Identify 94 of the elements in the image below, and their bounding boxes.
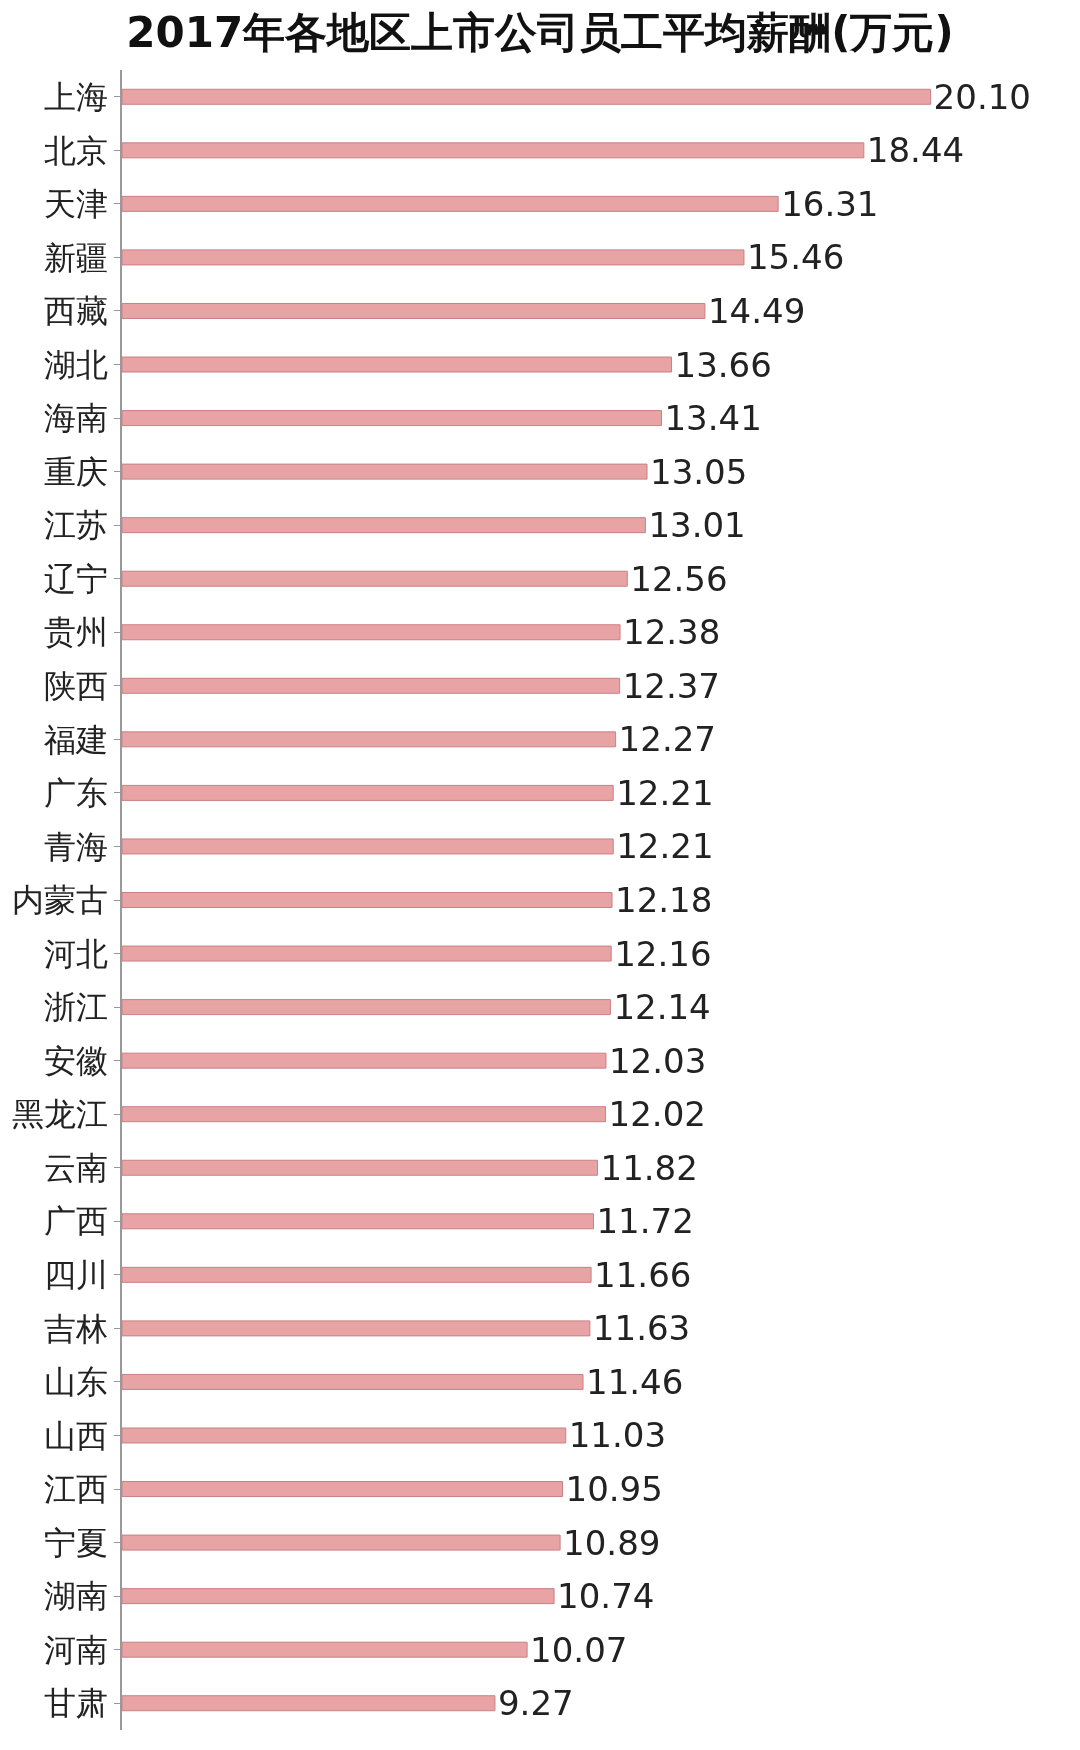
- y-tick-label: 北京: [43, 131, 108, 170]
- y-tick-label: 吉林: [43, 1309, 108, 1348]
- y-tick-label: 上海: [43, 77, 108, 116]
- bar: [122, 838, 614, 855]
- data-label: 9.27: [497, 1683, 574, 1724]
- data-label: 12.56: [630, 558, 728, 599]
- y-tick-label: 黑龙江: [11, 1095, 108, 1134]
- bar: [122, 624, 621, 641]
- data-label: 12.03: [608, 1040, 707, 1081]
- y-tick-label: 江西: [43, 1470, 108, 1509]
- data-label: 12.21: [616, 772, 714, 813]
- y-tick-label: 重庆: [43, 452, 108, 491]
- data-label: 13.05: [650, 451, 748, 492]
- bar: [122, 1159, 599, 1176]
- bar: [122, 1052, 607, 1069]
- y-tick-label: 云南: [43, 1148, 108, 1187]
- data-label: 11.46: [586, 1361, 684, 1402]
- data-label: 10.07: [530, 1629, 628, 1670]
- data-label: 12.14: [613, 987, 711, 1028]
- data-label: 11.63: [592, 1308, 691, 1349]
- data-label: 10.89: [563, 1522, 661, 1563]
- data-label: 12.27: [618, 719, 716, 760]
- data-label: 12.16: [614, 933, 712, 974]
- bar: [122, 88, 932, 105]
- bar: [122, 195, 779, 212]
- bar: [122, 517, 646, 534]
- y-tick-label: 山东: [43, 1363, 108, 1402]
- y-tick-label: 江苏: [43, 506, 108, 545]
- y-tick-label: 河北: [43, 934, 108, 973]
- data-label: 12.02: [608, 1094, 706, 1135]
- y-tick-label: 安徽: [43, 1041, 108, 1080]
- y-tick-label: 浙江: [43, 988, 108, 1027]
- bar: [122, 677, 621, 694]
- data-label: 10.74: [557, 1576, 655, 1617]
- data-label: 11.03: [568, 1415, 667, 1456]
- bar: [122, 570, 628, 587]
- y-tick-label: 四川: [43, 1256, 108, 1295]
- data-label: 11.66: [594, 1254, 692, 1295]
- bar: [122, 356, 673, 373]
- bar: [122, 1320, 591, 1337]
- y-tick-label: 宁夏: [43, 1523, 108, 1562]
- data-label: 20.10: [933, 76, 1031, 117]
- data-label: 13.01: [648, 505, 746, 546]
- data-label: 15.46: [746, 237, 845, 278]
- bar: [122, 1641, 528, 1658]
- y-tick-label: 天津: [43, 185, 108, 224]
- bar: [122, 142, 865, 159]
- y-tick-label: 福建: [43, 720, 108, 759]
- bar: [122, 302, 706, 319]
- data-label: 13.41: [664, 398, 762, 439]
- data-label: 10.95: [565, 1469, 663, 1510]
- y-tick-label: 辽宁: [43, 559, 108, 598]
- bar: [122, 249, 745, 266]
- y-tick-label: 内蒙古: [11, 881, 108, 920]
- data-label: 11.82: [600, 1147, 698, 1188]
- bar: [122, 1695, 496, 1712]
- bar: [122, 1588, 555, 1605]
- y-tick-label: 西藏: [43, 292, 108, 331]
- bar: [122, 892, 613, 908]
- y-tick-label: 甘肃: [43, 1684, 108, 1723]
- bar: [122, 410, 662, 427]
- data-label: 12.18: [615, 880, 713, 920]
- y-tick-label: 广东: [43, 774, 108, 813]
- data-label: 14.49: [707, 290, 806, 331]
- bar: [122, 1106, 607, 1123]
- y-tick-label: 广西: [43, 1202, 108, 1241]
- bar: [122, 1266, 592, 1283]
- bar: [122, 784, 614, 801]
- data-label: 16.31: [781, 183, 879, 224]
- y-tick-label: 陕西: [43, 667, 108, 706]
- bar: [122, 945, 612, 962]
- data-label: 13.66: [674, 344, 772, 385]
- y-tick-label: 河南: [43, 1630, 108, 1669]
- y-tick-label: 湖北: [43, 345, 108, 384]
- bar: [122, 1427, 567, 1444]
- bar: [122, 463, 648, 480]
- bar: [122, 731, 617, 748]
- data-label: 18.44: [866, 130, 965, 171]
- bar: [122, 1213, 594, 1230]
- bar: [122, 1373, 584, 1390]
- data-label: 12.21: [616, 826, 714, 867]
- y-tick-label: 青海: [43, 827, 108, 866]
- y-tick-label: 新疆: [43, 238, 108, 277]
- bar: [122, 999, 611, 1016]
- y-tick-label: 湖南: [43, 1577, 108, 1616]
- y-tick-label: 海南: [43, 399, 108, 438]
- bar: [122, 1481, 564, 1498]
- data-label: 12.37: [622, 665, 720, 706]
- data-label: 11.72: [596, 1201, 694, 1242]
- y-tick-label: 贵州: [43, 613, 108, 652]
- bar: [122, 1534, 561, 1551]
- chart-title: 2017年各地区上市公司员工平均薪酬(万元): [126, 7, 954, 57]
- data-label: 12.38: [623, 612, 721, 653]
- y-tick-label: 山西: [43, 1416, 108, 1455]
